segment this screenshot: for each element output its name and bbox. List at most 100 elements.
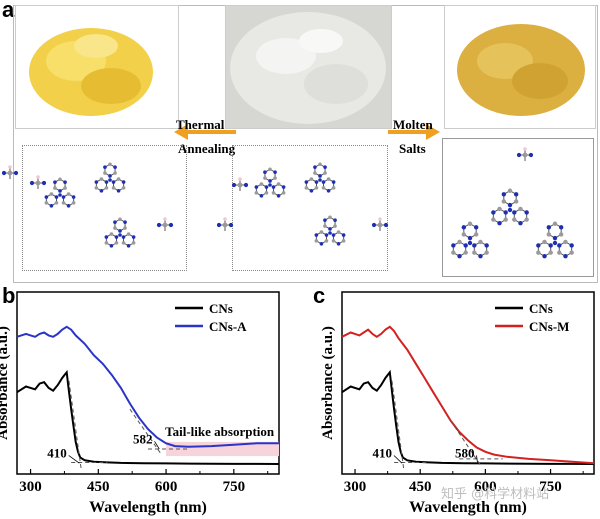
carbon-atom xyxy=(563,239,568,245)
carbon-atom xyxy=(273,176,277,180)
nitrogen-atom xyxy=(168,222,174,228)
nitrogen-atom xyxy=(328,227,332,231)
nitrogen-atom xyxy=(61,195,66,199)
carbon-atom xyxy=(497,206,502,212)
nitrogen-atom xyxy=(259,194,264,198)
carbon-atom xyxy=(542,239,547,245)
carbon-atom xyxy=(319,230,324,234)
nitrogen-atom xyxy=(318,178,322,182)
nitrogen-atom xyxy=(254,185,259,189)
hydrogen-atom xyxy=(163,217,167,221)
carbon-atom xyxy=(103,171,107,175)
nitrogen-atom xyxy=(341,233,346,237)
nitrogen-atom xyxy=(478,254,483,259)
carbon-atom xyxy=(536,250,541,255)
nitrogen-atom xyxy=(41,180,47,186)
nitrogen-atom xyxy=(304,180,309,184)
nitrogen-atom xyxy=(109,244,114,248)
nitrogen-atom xyxy=(53,180,57,184)
nitrogen-atom xyxy=(114,235,119,239)
nitrogen-atom xyxy=(13,170,19,176)
heptazine-unit xyxy=(304,162,336,193)
nitrogen-atom xyxy=(273,170,277,174)
nitrogen-atom xyxy=(473,225,479,230)
structure-box-right xyxy=(442,138,594,277)
nitrogen-atom xyxy=(467,240,473,246)
right-arrow xyxy=(388,124,440,140)
nitrogen-atom xyxy=(323,218,327,222)
nitrogen-atom xyxy=(314,233,319,237)
x-axis-label: Wavelength (nm) xyxy=(89,499,207,516)
carbon-atom xyxy=(546,232,552,237)
nitrogen-atom xyxy=(501,192,507,197)
nitrogen-atom xyxy=(333,218,337,222)
nitrogen-atom xyxy=(99,189,104,193)
carbon-atom xyxy=(113,226,117,230)
carbon-atom xyxy=(548,250,553,255)
carbon-atom xyxy=(237,182,243,188)
heptazine-unit xyxy=(94,162,126,193)
nitrogen-atom xyxy=(309,189,314,193)
carbon-atom xyxy=(44,201,49,205)
left-arrow-label-1: Thermal xyxy=(176,117,225,132)
nitrogen-atom xyxy=(324,233,329,237)
carbon-atom xyxy=(111,186,116,190)
carbon-atom xyxy=(478,239,483,245)
y-axis-label: Absorbance (a.u.) xyxy=(320,326,336,440)
carbon-atom xyxy=(53,186,57,190)
nitrogen-atom xyxy=(319,242,324,246)
nitrogen-atom xyxy=(263,170,267,174)
hydrogen-atom xyxy=(223,217,227,221)
carbon-atom xyxy=(121,186,126,190)
x-tick-label: 300 xyxy=(19,479,42,495)
chart-c: 300 450 600 750 Wavelength (nm) Absorbance (a… xyxy=(320,291,595,516)
carbon-atom xyxy=(304,186,309,190)
carbon-atom xyxy=(276,182,281,186)
nitrogen-atom xyxy=(281,185,286,189)
carbon-atom xyxy=(518,206,523,212)
nitrogen-atom xyxy=(104,180,109,184)
molecular-structures xyxy=(1,147,574,259)
onset-label: 582 xyxy=(133,431,153,446)
nitrogen-atom xyxy=(507,207,513,213)
series-line-cns xyxy=(341,369,595,465)
nitrogen-atom xyxy=(507,202,513,208)
carbon-atom xyxy=(54,201,59,205)
nitrogen-atom xyxy=(563,254,568,259)
nitrogen-atom xyxy=(497,221,502,226)
carbon-atom xyxy=(58,177,62,182)
carbon-atom xyxy=(35,180,41,186)
fragment xyxy=(516,147,534,161)
carbon-atom xyxy=(507,188,513,193)
heptazine-unit xyxy=(254,167,286,198)
carbon-atom xyxy=(114,241,119,245)
hydrogen-atom xyxy=(238,177,242,181)
carbon-atom xyxy=(49,192,54,196)
right-arrow-label-1: Molten xyxy=(393,117,433,132)
carbon-atom xyxy=(222,222,228,228)
nitrogen-atom xyxy=(156,222,162,228)
nitrogen-atom xyxy=(318,174,322,178)
left-arrow xyxy=(174,124,236,140)
nitrogen-atom xyxy=(104,235,109,239)
nitrogen-atom xyxy=(569,243,574,248)
nitrogen-atom xyxy=(1,170,7,176)
onset-label: 580 xyxy=(455,445,475,460)
carbon-atom xyxy=(467,221,473,226)
nitrogen-atom xyxy=(472,243,477,248)
carbon-atom xyxy=(309,177,314,181)
carbon-atom xyxy=(324,239,329,243)
nitrogen-atom xyxy=(121,180,126,184)
nitrogen-atom xyxy=(29,180,35,186)
nitrogen-atom xyxy=(513,192,519,197)
carbon-atom xyxy=(336,230,341,234)
nitrogen-atom xyxy=(546,225,552,230)
nitrogen-atom xyxy=(63,180,67,184)
nitrogen-atom xyxy=(243,182,249,188)
carbon-atom xyxy=(522,152,528,158)
nitrogen-atom xyxy=(516,152,522,158)
nitrogen-atom xyxy=(108,174,112,178)
nitrogen-atom xyxy=(54,195,59,199)
carbon-atom xyxy=(503,217,508,222)
carbon-atom xyxy=(123,226,127,230)
